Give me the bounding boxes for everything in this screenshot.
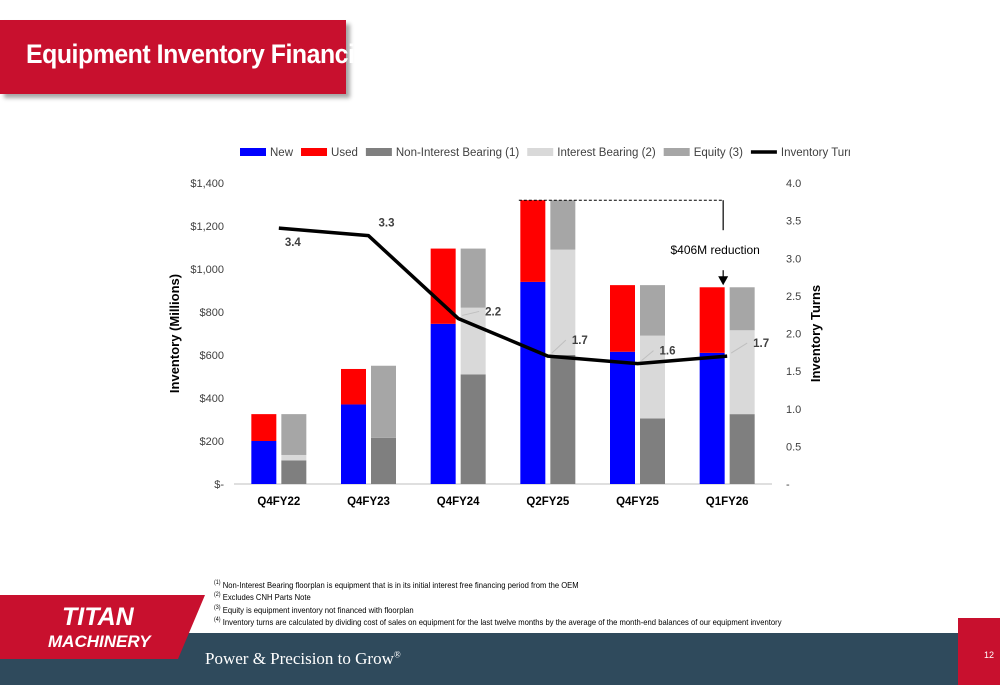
legend-label: Equity (3) (694, 147, 743, 159)
y-right-tick-label: 3.5 (786, 216, 801, 228)
turns-label-leader (730, 342, 748, 354)
bar-equity-3 (371, 365, 396, 438)
footnote-2: (2) Excludes CNH Parts Note (214, 592, 311, 603)
y-left-tick-label: $200 (200, 436, 224, 448)
bar-new (699, 352, 725, 484)
y-left-tick-label: $400 (200, 393, 224, 405)
y-right-tick-label: 2.5 (786, 291, 801, 303)
y-right-tick-label: 3.0 (786, 253, 801, 265)
y-left-tick-label: $1,200 (190, 221, 224, 233)
turns-data-label: 3.3 (379, 218, 395, 230)
legend-swatch (301, 148, 328, 156)
bar-used (520, 200, 546, 282)
logo-word-titan: TITAN (62, 603, 135, 631)
turns-data-label: 3.4 (285, 237, 302, 249)
legend-label: Used (331, 147, 358, 159)
titan-machinery-logo: TITAN MACHINERY (0, 595, 205, 659)
turns-line (278, 226, 728, 366)
bar-interest-bearing-2 (550, 249, 576, 355)
bar-used (610, 285, 635, 352)
bar-non-interest-bearing-1 (371, 437, 396, 484)
y-left-tick-label: $- (214, 479, 224, 491)
turns-data-label: 2.2 (485, 306, 501, 318)
slide-title: Equipment Inventory Financing (26, 39, 384, 69)
y-right-tick-label: 1.5 (786, 366, 801, 378)
annotation-label: $406M reduction (670, 243, 759, 257)
bar-non-interest-bearing-1 (729, 414, 755, 484)
y-left-tick-label: $800 (200, 307, 224, 319)
annotation-arrowhead (718, 276, 729, 286)
bar-equity-3 (550, 200, 576, 250)
page-tab: 12 (958, 618, 1000, 685)
y-right-tick-label: 1.0 (786, 404, 801, 416)
bar-interest-bearing-2 (281, 454, 307, 461)
legend-swatch (527, 148, 554, 156)
y-right-tick-label: 4.0 (786, 178, 801, 190)
x-tick-label: Q4FY25 (616, 496, 659, 508)
bar-interest-bearing-2 (640, 335, 665, 419)
y-left-tick-label: $1,400 (190, 178, 224, 190)
y-left-tick-label: $600 (200, 350, 224, 362)
bar-used (251, 414, 277, 441)
legend-swatch (240, 148, 266, 156)
y-right-tick-label: 2.0 (786, 329, 801, 341)
bar-new (341, 404, 366, 484)
legend-label: Non-Interest Bearing (1) (396, 147, 520, 159)
bar-used (699, 287, 725, 353)
inventory-chart: $- $200 $400 $600 $800 $1,000 $1,200 $1,400 - 0.5… (167, 147, 850, 508)
turns-data-label: 1.7 (753, 338, 769, 350)
x-tick-label: Q4FY24 (437, 496, 480, 508)
tagline: Power & Precision to Grow® (205, 649, 401, 668)
bar-equity-3 (729, 287, 755, 331)
bar-non-interest-bearing-1 (640, 418, 665, 484)
logo-word-machinery: MACHINERY (48, 632, 152, 651)
bar-equity-3 (281, 414, 307, 455)
turns-data-label: 1.6 (660, 346, 676, 358)
footnote-4: (4) Inventory turns are calculated by di… (214, 616, 782, 627)
bar-new (520, 281, 546, 484)
bar-non-interest-bearing-1 (281, 460, 307, 484)
x-tick-label: Q4FY23 (347, 496, 390, 508)
bar-new (251, 441, 277, 484)
bar-interest-bearing-2 (460, 307, 486, 375)
title-banner: Equipment Inventory Financing (0, 20, 384, 94)
bar-non-interest-bearing-1 (550, 355, 576, 484)
legend-label: Inventory Turns (4) (781, 147, 850, 159)
y-right-tick-label: - (786, 479, 790, 491)
page-number: 12 (983, 650, 994, 660)
bar-equity-3 (640, 285, 665, 336)
x-tick-label: Q4FY22 (257, 496, 300, 508)
bar-interest-bearing-2 (729, 330, 755, 415)
y-left-tick-label: $1,000 (190, 264, 224, 276)
turns-label-leader (551, 339, 567, 354)
footnote-1: (1) Non-Interest Bearing floorplan is eq… (214, 579, 579, 590)
bar-new (430, 323, 456, 484)
y-right-tick-label: 0.5 (786, 441, 801, 453)
turns-label-leader (462, 310, 480, 316)
y-left-axis-title: Inventory (Millions) (167, 274, 182, 393)
x-tick-label: Q1FY26 (706, 496, 749, 508)
y-right-axis-title: Inventory Turns (808, 285, 823, 382)
turns-data-label: 1.7 (572, 335, 588, 347)
footnote-3: (3) Equity is equipment inventory not fi… (214, 604, 414, 615)
turns-label-leader (641, 350, 654, 361)
legend-label: Interest Bearing (2) (557, 147, 656, 159)
legend-swatch (663, 148, 690, 156)
bar-equity-3 (460, 248, 486, 308)
bar-non-interest-bearing-1 (460, 374, 486, 484)
bar-new (610, 351, 635, 484)
legend-swatch (365, 148, 392, 156)
bar-used (341, 368, 366, 405)
x-tick-label: Q2FY25 (526, 496, 569, 508)
footnotes: (1) Non-Interest Bearing floorplan is eq… (214, 578, 880, 627)
legend-label: New (270, 147, 294, 159)
